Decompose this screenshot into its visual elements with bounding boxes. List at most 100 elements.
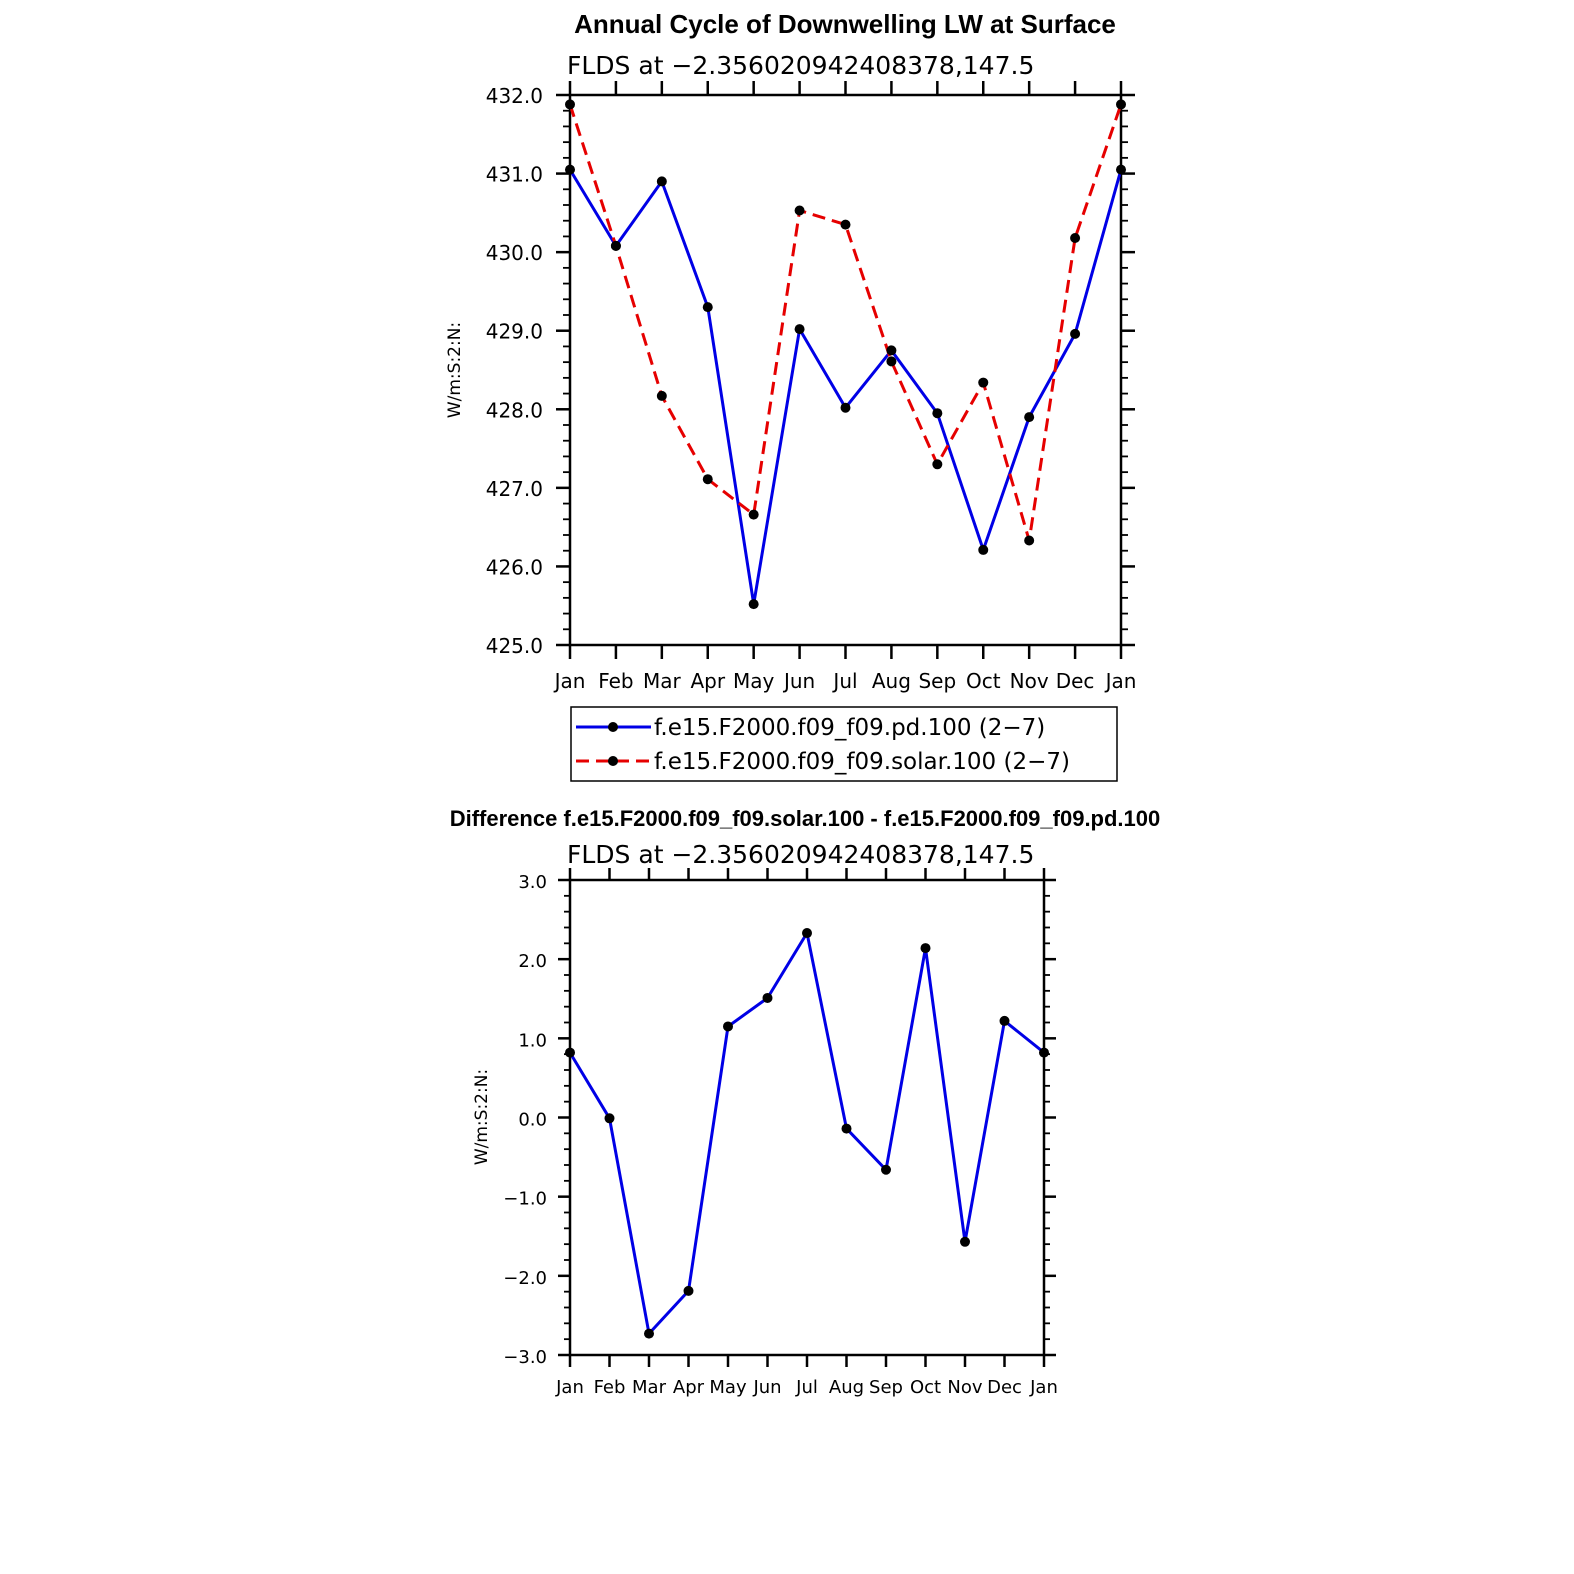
data-point (565, 99, 575, 110)
y-tick-label: 427.0 (486, 477, 543, 501)
data-point (802, 928, 812, 939)
y-tick-label: −3.0 (503, 1347, 547, 1368)
data-point (702, 474, 713, 485)
legend-entry-pd: f.e15.F2000.f09_f09.pd.100 (2−7) (576, 715, 1045, 741)
x-tick-label: Aug (829, 1377, 864, 1398)
series-group (565, 928, 1049, 1339)
legend-box (570, 706, 1118, 782)
y-tick-labels: −3.0 −2.0 −1.0 0.0 1.0 2.0 3.0 (503, 872, 547, 1368)
data-point (840, 219, 851, 230)
x-tick-label: Dec (987, 1377, 1022, 1398)
series-line-1 (568, 103, 1123, 542)
x-tick-label: Sep (918, 669, 956, 693)
chart-title: Annual Cycle of Downwelling LW at Surfac… (574, 9, 1116, 39)
data-point (886, 356, 897, 367)
data-point (886, 345, 897, 356)
x-tick-label: May (733, 669, 775, 693)
data-point (1024, 412, 1035, 423)
legend-entry-solar: f.e15.F2000.f09_f09.solar.100 (2−7) (576, 749, 1070, 775)
data-point (762, 992, 773, 1003)
y-tick-label: 430.0 (486, 241, 543, 265)
annual-cycle-chart: Annual Cycle of Downwelling LW at Surfac… (445, 9, 1137, 782)
data-point (978, 544, 989, 555)
data-point (748, 509, 759, 520)
data-point (978, 377, 989, 388)
data-point (748, 599, 759, 610)
plot-frame (568, 93, 1123, 647)
x-tick-label: May (709, 1377, 747, 1398)
x-tick-label: Jul (795, 1377, 818, 1398)
y-tick-label: 2.0 (518, 951, 547, 972)
x-tick-label: Jun (752, 1377, 781, 1398)
chart-subtitle: FLDS at −2.356020942408378,147.5 (567, 840, 1034, 869)
y-tick-label: 426.0 (486, 555, 543, 579)
x-tick-label: Jan (1029, 1377, 1058, 1398)
x-tick-label: Apr (673, 1377, 705, 1398)
x-tick-label: Apr (690, 669, 725, 693)
x-tick-labels: Jan Feb Mar Apr May Jun Jul Aug Sep Oct Nov Dec Jan (553, 669, 1137, 693)
y-tick-label: 429.0 (486, 320, 543, 344)
x-tick-label: Jan (1104, 669, 1137, 693)
data-point (1070, 328, 1081, 339)
data-point (723, 1021, 733, 1032)
y-tick-label: −2.0 (503, 1268, 547, 1289)
x-tick-label: Jan (555, 1377, 584, 1398)
data-point (960, 1236, 970, 1247)
axis-ticks (556, 81, 1135, 659)
x-tick-label: Nov (1010, 669, 1049, 693)
x-tick-label: Mar (632, 1377, 667, 1398)
data-point (920, 943, 931, 954)
chart-subtitle: FLDS at −2.356020942408378,147.5 (567, 51, 1034, 80)
data-point (881, 1164, 891, 1175)
x-tick-label: Jul (831, 669, 857, 693)
data-point (702, 302, 713, 313)
y-tick-label: 432.0 (486, 84, 543, 108)
x-tick-label: Oct (910, 1377, 941, 1398)
x-tick-label: Jan (553, 669, 586, 693)
axis-ticks (558, 868, 1056, 1367)
series-group (565, 99, 1126, 610)
data-point (656, 390, 667, 401)
y-tick-labels: 425.0 426.0 427.0 428.0 429.0 430.0 431.0 432.0 (486, 84, 543, 658)
data-point (565, 1047, 575, 1058)
y-tick-label: 431.0 (486, 163, 543, 187)
data-point (841, 1123, 852, 1134)
data-point (604, 1113, 615, 1124)
data-point (1116, 164, 1126, 175)
difference-chart: Difference f.e15.F2000.f09_f09.solar.100… (450, 806, 1161, 1398)
legend-label-pd: f.e15.F2000.f09_f09.pd.100 (2−7) (654, 715, 1045, 741)
data-point (932, 408, 943, 419)
data-point (683, 1285, 694, 1296)
data-point (656, 176, 667, 187)
data-point (610, 240, 621, 251)
x-tick-label: Dec (1056, 669, 1095, 693)
x-tick-labels: Jan Feb Mar Apr May Jun Jul Aug Sep Oct Nov Dec Jan (555, 1377, 1058, 1398)
chart-title: Difference f.e15.F2000.f09_f09.solar.100… (450, 806, 1161, 831)
y-tick-label: 0.0 (518, 1110, 547, 1131)
data-point (932, 459, 943, 470)
x-tick-label: Feb (598, 669, 633, 693)
series-line-0 (568, 168, 1123, 606)
x-tick-label: Oct (966, 669, 1001, 693)
data-point (1039, 1047, 1049, 1058)
x-tick-label: Feb (594, 1377, 626, 1398)
data-point (999, 1015, 1010, 1026)
legend-label-solar: f.e15.F2000.f09_f09.solar.100 (2−7) (654, 749, 1070, 775)
data-point (1070, 233, 1081, 243)
y-tick-label: 428.0 (486, 398, 543, 422)
series-line-0 (568, 931, 1045, 1336)
x-tick-label: Jun (782, 669, 815, 693)
y-tick-label: 425.0 (486, 634, 543, 658)
y-tick-label: 3.0 (518, 872, 547, 893)
legend-swatch-marker-pd (608, 722, 618, 732)
data-point (565, 164, 575, 175)
y-tick-label: 1.0 (518, 1030, 547, 1051)
legend: f.e15.F2000.f09_f09.pd.100 (2−7) f.e15.F… (570, 706, 1118, 782)
data-point (794, 324, 805, 335)
data-point (1024, 535, 1035, 546)
data-point (1116, 99, 1126, 110)
x-tick-label: Sep (869, 1377, 903, 1398)
x-tick-label: Mar (643, 669, 682, 693)
y-axis-label: W/m:S:2:N: (445, 322, 465, 418)
